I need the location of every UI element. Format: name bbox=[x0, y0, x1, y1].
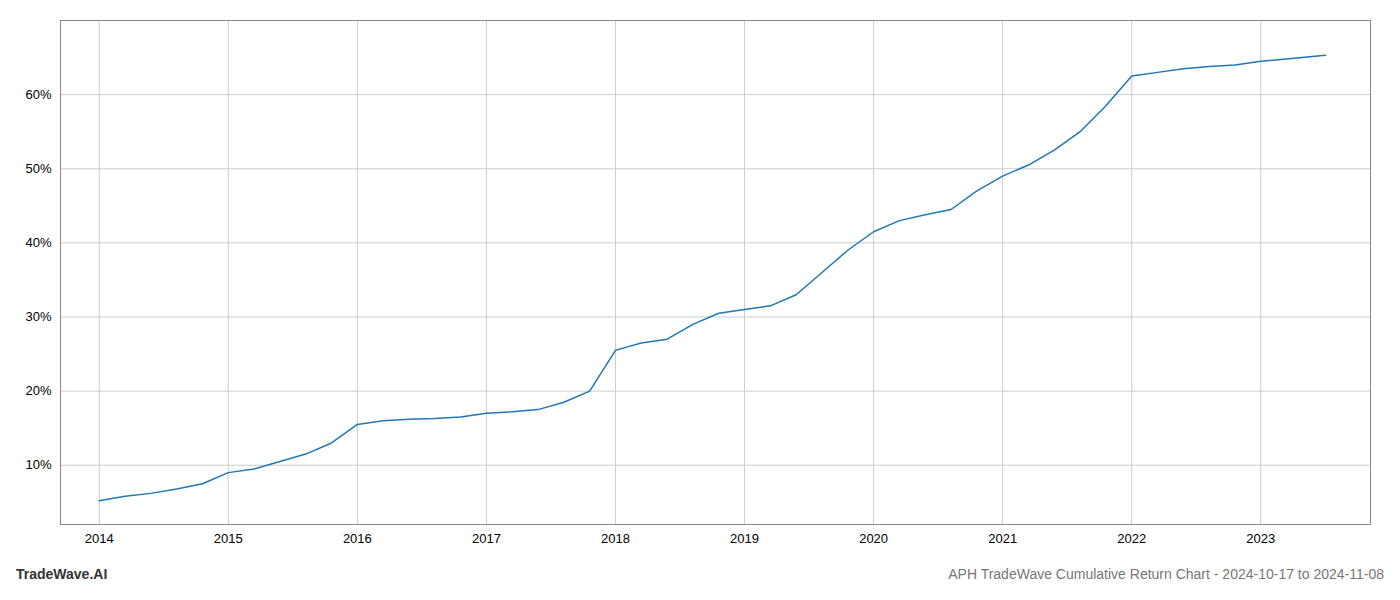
svg-text:50%: 50% bbox=[25, 161, 51, 176]
svg-text:30%: 30% bbox=[25, 309, 51, 324]
svg-text:2021: 2021 bbox=[988, 531, 1017, 546]
svg-text:2018: 2018 bbox=[601, 531, 630, 546]
html-text:APH TradeWave Cumulative Retur: APH TradeWave Cumulative Return Chart - … bbox=[948, 566, 1384, 582]
svg-text:2017: 2017 bbox=[472, 531, 501, 546]
svg-text:10%: 10% bbox=[25, 457, 51, 472]
svg-text:60%: 60% bbox=[25, 87, 51, 102]
svg-text:2014: 2014 bbox=[85, 531, 114, 546]
svg-text:2016: 2016 bbox=[343, 531, 372, 546]
svg-text:20%: 20% bbox=[25, 383, 51, 398]
svg-text:2020: 2020 bbox=[859, 531, 888, 546]
svg-text:2019: 2019 bbox=[730, 531, 759, 546]
svg-text:40%: 40% bbox=[25, 235, 51, 250]
html-text:TradeWave.AI: TradeWave.AI bbox=[16, 566, 108, 582]
svg-text:2022: 2022 bbox=[1117, 531, 1146, 546]
svg-text:2023: 2023 bbox=[1246, 531, 1275, 546]
svg-text:2015: 2015 bbox=[214, 531, 243, 546]
